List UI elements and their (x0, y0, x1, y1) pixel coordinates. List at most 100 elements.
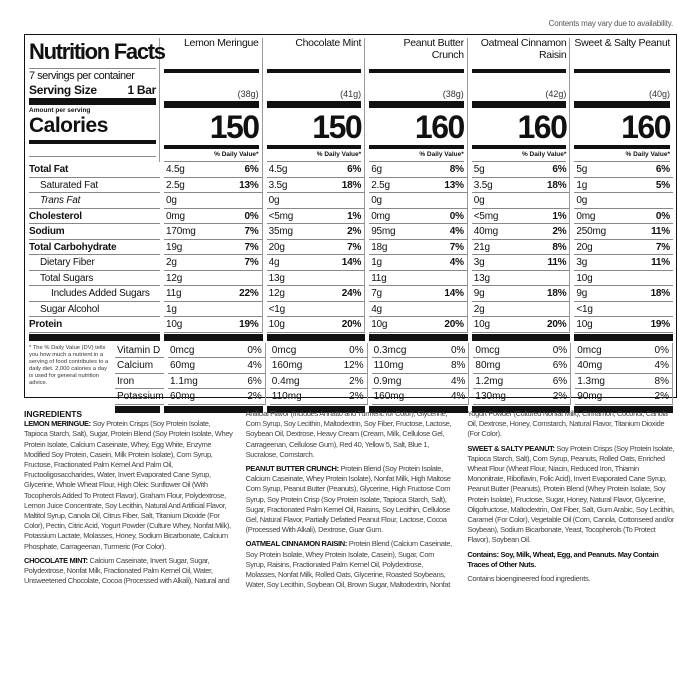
amount: 90mg (577, 391, 603, 402)
nutrient-value-cell: 9g 18% (574, 286, 673, 302)
daily-value-percent: 0% (349, 344, 364, 356)
nutrient-row: Protein 10g 19% 10g 20% 10g 20% 10g 20% 10g 19% (29, 317, 673, 333)
daily-value-percent: 20% (341, 319, 362, 330)
serving-weight: (38g) (442, 89, 464, 99)
amount: 110mg (271, 391, 302, 402)
nutrient-label: Cholesterol (29, 209, 160, 224)
amount: 160mg (271, 360, 303, 371)
daily-value-percent: 18% (650, 288, 671, 299)
ingredient-text: Calcium Caseinate, Invert Sugar, Sugar, … (24, 409, 452, 586)
medium-rule (369, 69, 464, 73)
nutrient-value-cell: 0g (266, 193, 366, 209)
amount: 4g (268, 257, 280, 268)
amount: 5g (576, 164, 588, 175)
thick-rule (574, 405, 673, 413)
nutrient-value-cell: 10g 20% (471, 317, 571, 333)
vitamin-value-cell: 60mg 4% (168, 358, 266, 374)
vitamin-value-cell: 0mcg 0% (473, 342, 572, 358)
nutrient-value-cell: 0g (369, 193, 468, 209)
daily-value-percent: 2% (349, 391, 364, 402)
amount: 5g (473, 164, 485, 175)
nutrient-value-cell: 2g (471, 301, 571, 317)
vitamin-value-cell: 0mcg 0% (575, 342, 673, 358)
product-column-header: Chocolate Mint (41g) 150 % Daily Value* (266, 37, 366, 162)
daily-value-percent: 24% (341, 288, 362, 299)
amount: 130mg (475, 391, 506, 402)
amount: 2.5g (166, 179, 185, 191)
amount: <5mg (473, 210, 499, 222)
amount: 6g (371, 164, 382, 175)
calories-value: 160 (517, 109, 568, 145)
serving-size-value: 1 Bar (127, 83, 156, 97)
amount: 2.5g (371, 179, 390, 191)
vitamin-value-cell: 1.1mg 6% (168, 373, 266, 389)
flavor-name: PEANUT BUTTER CRUNCH: (245, 464, 339, 474)
nutrient-value-cell: 12g (164, 270, 263, 286)
daily-value-percent: 7% (347, 241, 362, 253)
amount: 1g (166, 303, 177, 315)
ingredient-text: Soy Protein Crisps (Soy Protein Isolate,… (24, 419, 233, 551)
medium-rule (574, 69, 670, 73)
ingredient-text: Soy Protein Crisps (Soy Protein Isolate,… (467, 443, 675, 545)
daily-value-percent: 5% (655, 179, 670, 191)
daily-value-percent: 11% (547, 257, 567, 268)
amount: 170mg (166, 226, 196, 237)
ingredients-heading: INGREDIENTS (24, 409, 83, 419)
nutrient-value-cell: 10g 20% (369, 317, 468, 333)
nutrient-label: Sodium (29, 224, 160, 240)
amount: 0g (473, 195, 485, 206)
nutrient-value-cell: 0mg 0% (369, 208, 468, 224)
nutrient-row: Total Sugars 12g 13g 11g 13g 10g (29, 270, 673, 286)
serving-weight: (38g) (237, 89, 259, 99)
amount: 35mg (268, 226, 293, 237)
thick-rule (369, 333, 468, 341)
daily-value-percent: 6% (244, 164, 259, 175)
nutrient-label: Trans Fat (29, 193, 160, 209)
daily-value-percent: 8% (450, 360, 466, 371)
vitamin-value-cell: 1.3mg 8% (575, 373, 673, 389)
nutrient-value-cell: 4.5g 6% (266, 162, 366, 178)
nutrient-value-cell: 5g 6% (574, 162, 673, 178)
amount: 0.4mg (271, 375, 300, 387)
amount: 160mg (373, 391, 405, 402)
nutrient-label: Protein (29, 317, 160, 333)
daily-value-percent: 14% (341, 257, 362, 268)
vitamin-value-cell: 1.2mg 6% (473, 373, 572, 389)
amount: 7g (371, 288, 382, 299)
thick-rule (266, 333, 366, 341)
amount: 0.9mg (373, 375, 402, 387)
nutrient-value-cell: 7g 14% (369, 286, 468, 302)
daily-value-percent: 6% (552, 164, 567, 175)
dv-spacer (29, 144, 156, 157)
nutrient-row: Total Carbohydrate 19g 7% 20g 7% 18g 7% 21g 8% 20… (29, 239, 673, 255)
nutrient-label: Includes Added Sugars (29, 286, 160, 302)
thick-rule (29, 333, 160, 341)
availability-note: Contents may vary due to availability. (548, 19, 674, 28)
daily-value-percent: 19% (650, 319, 671, 330)
amount: 0mcg (271, 344, 297, 356)
nutrient-value-cell: 5g 6% (471, 162, 571, 178)
daily-value-percent: 13% (239, 179, 259, 191)
daily-value-percent: 0% (247, 344, 262, 356)
ingredient-list: LEMON MERINGUE: Soy Protein Crisps (Soy … (24, 419, 234, 552)
medium-rule (164, 145, 259, 149)
serving-weight: (42g) (545, 89, 567, 99)
daily-value-percent: 4% (449, 257, 464, 268)
nutrient-row: Sugar Alcohol 1g <1g 4g 2g <1g (29, 301, 673, 317)
nutrient-row: Sodium 170mg 7% 35mg 2% 95mg 4% 40mg 2% 250mg 11% (29, 224, 673, 240)
product-name: Lemon Meringue (183, 37, 259, 49)
daily-value-percent: 18% (341, 179, 362, 191)
nutrient-value-cell: 2.5g 13% (164, 177, 263, 193)
amount: 60mg (170, 360, 196, 371)
vitamin-value-cell: 0.9mg 4% (371, 373, 470, 389)
nutrient-value-cell: <5mg 1% (266, 208, 366, 224)
amount: 60mg (170, 391, 196, 402)
nutrient-value-cell: 21g 8% (471, 239, 571, 255)
daily-value-percent: 14% (444, 288, 464, 299)
amount: 3.5g (473, 179, 493, 191)
thick-rule (471, 405, 571, 413)
nutrient-label: Total Sugars (29, 271, 160, 286)
serving-size-label: Serving Size (29, 83, 97, 97)
amount: 250mg (576, 226, 606, 237)
daily-value-percent: 0% (450, 344, 466, 356)
